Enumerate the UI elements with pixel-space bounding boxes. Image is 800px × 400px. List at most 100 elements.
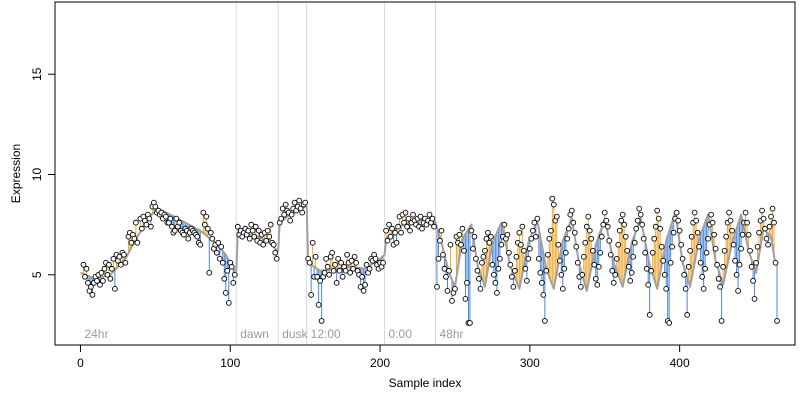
data-point-14: [101, 265, 108, 272]
data-point-345: [609, 267, 616, 274]
y-tick-label-2: 15: [30, 67, 44, 81]
data-point-363: [636, 205, 643, 212]
data-point-418: [718, 318, 725, 324]
data-point-59: [171, 227, 178, 234]
data-point-362: [634, 217, 641, 224]
data-point-169: [342, 267, 349, 274]
data-point-443: [756, 229, 762, 236]
data-point-271: [498, 241, 505, 248]
data-point-194: [380, 259, 386, 266]
data-point-424: [727, 217, 734, 224]
data-point-266: [491, 271, 497, 278]
data-point-119: [264, 227, 271, 234]
data-point-314: [562, 249, 569, 256]
data-point-13: [100, 277, 106, 284]
data-point-369: [645, 281, 652, 288]
data-point-446: [760, 215, 767, 222]
data-point-431: [738, 245, 744, 252]
data-point-155: [321, 269, 328, 276]
data-point-309: [555, 241, 562, 248]
data-point-311: [558, 271, 565, 278]
data-point-141: [299, 209, 306, 216]
data-point-76: [197, 241, 204, 248]
data-point-439: [750, 277, 756, 284]
data-point-34: [133, 219, 139, 226]
x-tick-label-4: 400: [670, 356, 690, 370]
data-point-348: [613, 255, 620, 262]
data-point-28: [122, 259, 129, 266]
data-point-160: [329, 249, 335, 256]
data-point-91: [221, 275, 228, 282]
data-point-395: [684, 312, 690, 318]
data-point-403: [696, 243, 702, 250]
data-point-83: [209, 235, 216, 242]
data-point-284: [518, 241, 524, 248]
data-point-151: [315, 302, 322, 308]
data-point-90: [219, 259, 226, 266]
data-point-355: [624, 247, 631, 254]
data-point-231: [438, 227, 445, 234]
data-point-391: [678, 241, 685, 248]
data-point-290: [527, 245, 533, 252]
data-point-27: [121, 251, 127, 258]
data-point-253: [471, 233, 478, 240]
section-label-1: dawn: [240, 327, 269, 341]
data-point-435: [744, 219, 750, 226]
data-point-454: [772, 259, 779, 266]
data-point-42: [146, 215, 153, 222]
data-point-432: [739, 231, 746, 238]
data-point-107: [246, 235, 253, 242]
data-point-16: [104, 271, 111, 278]
data-point-267: [492, 279, 499, 286]
data-point-176: [353, 259, 359, 266]
data-point-364: [637, 211, 644, 218]
data-point-77: [200, 209, 207, 216]
data-point-0: [80, 261, 87, 268]
data-point-156: [323, 255, 329, 262]
data-point-302: [544, 251, 551, 258]
data-point-319: [570, 219, 577, 226]
data-point-289: [525, 255, 532, 262]
data-point-315: [564, 235, 571, 242]
data-point-12: [98, 269, 105, 276]
data-point-381: [663, 285, 670, 292]
data-point-379: [660, 257, 667, 264]
data-point-82: [207, 229, 214, 236]
data-point-247: [462, 296, 469, 302]
data-point-53: [163, 213, 169, 220]
data-point-149: [312, 253, 319, 260]
data-point-9: [94, 277, 100, 284]
data-point-308: [553, 213, 560, 220]
data-point-46: [152, 203, 159, 210]
data-point-60: [173, 215, 180, 222]
data-point-236: [446, 267, 452, 274]
data-point-152: [317, 277, 323, 284]
data-point-366: [640, 235, 647, 242]
data-point-305: [549, 195, 556, 202]
data-point-413: [711, 231, 717, 238]
data-point-195: [383, 227, 389, 234]
data-point-92: [222, 289, 229, 296]
data-point-388: [673, 209, 680, 216]
data-point-386: [670, 229, 677, 236]
x-tick-label-0: 0: [77, 356, 84, 370]
data-point-19: [109, 265, 115, 272]
data-point-265: [489, 261, 496, 268]
data-point-455: [774, 318, 780, 324]
data-point-396: [685, 263, 692, 270]
data-point-121: [267, 221, 274, 228]
data-point-224: [426, 211, 433, 218]
data-point-447: [762, 225, 768, 232]
data-point-448: [763, 235, 770, 242]
data-point-365: [639, 221, 646, 228]
data-point-125: [273, 255, 280, 262]
data-point-356: [625, 263, 632, 270]
data-point-5: [88, 283, 94, 290]
data-point-368: [643, 265, 650, 272]
data-point-361: [633, 225, 640, 232]
data-point-450: [766, 223, 773, 230]
data-point-451: [768, 213, 774, 220]
data-point-209: [404, 223, 410, 230]
data-point-397: [687, 247, 693, 254]
data-point-79: [203, 213, 210, 220]
